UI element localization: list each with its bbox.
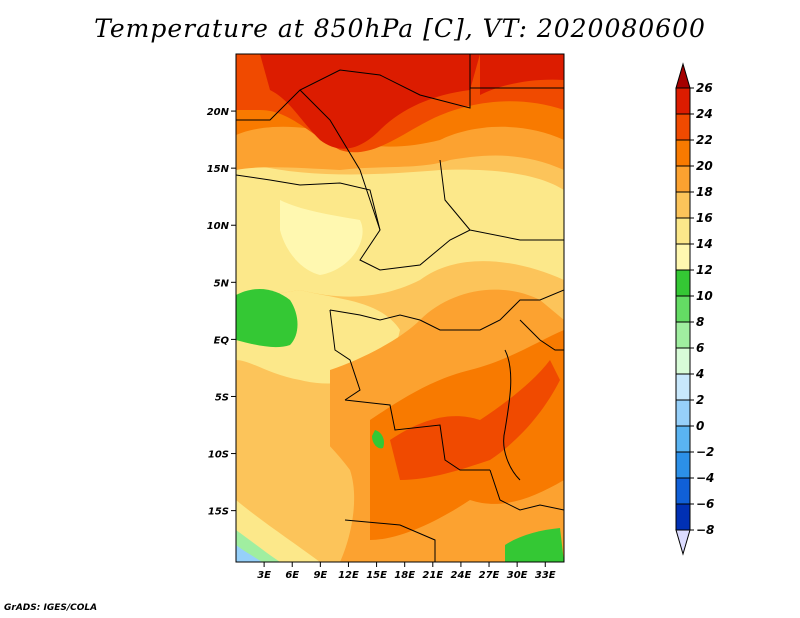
colorbar-segment <box>675 477 691 505</box>
lon-tick-label: 21E <box>422 570 443 581</box>
field-band-16-18-southwest <box>236 380 355 562</box>
colorbar-label: 8 <box>696 315 704 329</box>
lon-tick-label: 3E <box>257 570 271 581</box>
colorbar-segment <box>675 295 691 323</box>
lat-tick-label: 10S <box>208 450 229 461</box>
colorbar-segment <box>675 373 691 401</box>
lon-tick-label: 30E <box>507 570 528 581</box>
latitude-axis: 20N 15N 10N 5N EQ 5S 10S 15S <box>207 107 236 518</box>
colorbar-label: −4 <box>696 471 714 485</box>
colorbar-segment <box>675 269 691 297</box>
field-band-26-north <box>260 54 480 149</box>
colorbar-label: −2 <box>696 445 714 459</box>
colorbar-label: 12 <box>696 263 713 277</box>
field-band-26-northeast <box>480 54 564 95</box>
colorbar-segment <box>675 243 691 271</box>
lon-tick-label: 27E <box>479 570 500 581</box>
colorbar-segment <box>675 321 691 349</box>
colorbar-segment <box>675 347 691 375</box>
colorbar-segment <box>675 87 691 115</box>
colorbar-segment <box>675 165 691 193</box>
lat-tick-label: 15S <box>208 507 229 518</box>
colorbar-label: 0 <box>696 419 704 433</box>
colorbar-label: 24 <box>696 107 713 121</box>
colorbar-label: 22 <box>696 133 713 147</box>
field-patch-12-14-angola <box>372 430 385 449</box>
colorbar-segment <box>675 113 691 141</box>
colorbar-top-arrow <box>675 62 691 89</box>
colorbar-label: −6 <box>696 497 714 511</box>
colorbar-label: 10 <box>696 289 713 303</box>
lat-tick-label: EQ <box>214 335 230 346</box>
temperature-field <box>236 54 564 562</box>
colorbar-label: 14 <box>696 237 713 251</box>
field-patch-12-14-gabon <box>236 288 298 348</box>
colorbar-label: 26 <box>696 81 713 95</box>
colorbar-segment <box>675 503 691 531</box>
field-patch-12-14-southeast <box>505 528 564 562</box>
lon-tick-label: 33E <box>535 570 556 581</box>
lat-tick-label: 5S <box>215 392 229 403</box>
field-band-4-6-southwest <box>236 545 262 562</box>
credit-text: GrADS: IGES/COLA <box>4 603 98 613</box>
longitude-axis: 3E 6E 9E 12E 15E 18E 21E 24E 27E 30E 33E <box>257 562 556 581</box>
lon-tick-label: 24E <box>451 570 472 581</box>
colorbar-label: 18 <box>696 185 713 199</box>
lat-tick-label: 5N <box>214 278 230 289</box>
country-borders <box>236 54 564 562</box>
lon-tick-label: 18E <box>394 570 415 581</box>
lon-tick-label: 15E <box>366 570 387 581</box>
map-title: Temperature at 850hPa [C], VT: 202008060… <box>94 14 706 43</box>
map-frame <box>235 53 565 563</box>
colorbar-label: 16 <box>696 211 713 225</box>
lon-tick-label: 9E <box>313 570 327 581</box>
lat-tick-label: 15N <box>207 164 230 175</box>
colorbar-segment <box>675 425 691 453</box>
lat-tick-label: 10N <box>207 221 230 232</box>
colorbar-label: −8 <box>696 523 714 537</box>
colorbar-segment <box>675 451 691 479</box>
lon-tick-label: 6E <box>285 570 299 581</box>
lon-tick-label: 12E <box>338 570 359 581</box>
field-band-lightyellow <box>280 200 363 275</box>
colorbar-label: 2 <box>696 393 704 407</box>
colorbar-label: 4 <box>695 367 704 381</box>
colorbar-bottom-arrow <box>675 529 691 556</box>
colorbar-segment <box>675 399 691 427</box>
colorbar-label: 20 <box>696 159 713 173</box>
lat-tick-label: 20N <box>207 107 230 118</box>
colorbar-segment <box>675 139 691 167</box>
colorbar-segment <box>675 217 691 245</box>
colorbar-label: 6 <box>696 341 704 355</box>
field-band-22-24-south <box>390 360 560 480</box>
colorbar-segment <box>675 191 691 219</box>
